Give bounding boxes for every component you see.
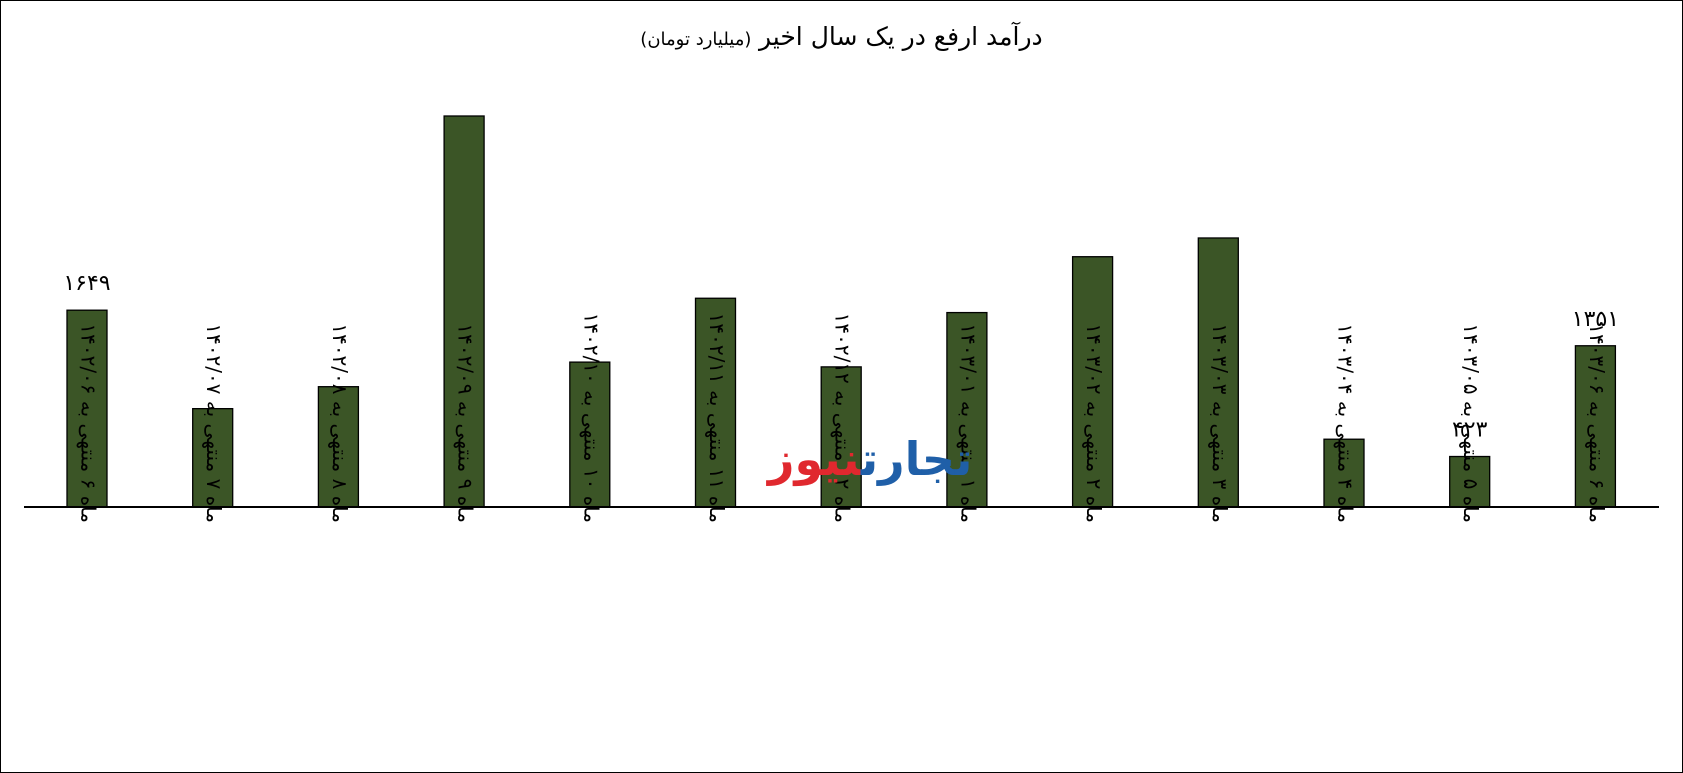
category-label-2: ماه ۷ منتهی به ۱۴۰۲/۰۷ [202,323,226,523]
category-label-1: ماه ۶ منتهی به ۱۴۰۲/۰۶ [77,323,101,523]
bar-12 [1449,455,1491,508]
category-label-12: ماه ۵ منتهی به ۱۴۰۳/۰۵ [1459,323,1483,523]
category-label-7: ماه ۱۲ منتهی به ۱۴۰۲/۱۲ [831,313,855,523]
bar-7 [820,366,862,508]
bar-8 [946,311,988,508]
category-label-6: ماه ۱۱ منتهی به ۱۴۰۲/۱۱ [705,313,729,523]
data-label-1: ۱۶۴۹ [63,271,110,296]
chart-title-block: درآمد ارفع در یک سال اخیر (میلیارد تومان… [0,22,1683,51]
bar-9 [1071,256,1114,508]
chart-title: درآمد ارفع در یک سال اخیر [759,22,1043,51]
category-label-11: ماه ۴ منتهی به ۱۴۰۳/۰۴ [1334,323,1358,523]
bar-11 [1323,438,1365,508]
bar-6 [694,297,737,508]
category-label-13: ماه ۶ منتهی به ۱۴۰۳/۰۶ [1585,323,1609,523]
data-label-12: ۴۲۳ [1452,418,1488,443]
chart-subtitle: (میلیارد تومان) [640,29,752,50]
data-label-13: ۱۳۵۱ [1572,307,1619,332]
watermark-part2: نیوز [768,432,862,486]
category-label-3: ماه ۸ منتهی به ۱۴۰۲/۰۸ [328,323,352,523]
category-label-9: ماه ۲ منتهی به ۱۴۰۳/۰۲ [1082,323,1106,523]
watermark-logo: تجارتنیوز [768,432,973,486]
category-label-10: ماه ۳ منتهی به ۱۴۰۳/۰۳ [1208,323,1232,523]
category-label-5: ماه ۱۰ منتهی به ۱۴۰۲/۱۰ [579,313,603,523]
bar-1 [66,309,108,508]
category-label-4: ماه ۹ منتهی به ۱۴۰۲/۰۹ [454,323,478,523]
watermark-part1: تجارت [860,432,973,486]
category-label-8: ماه ۱ منتهی به ۱۴۰۳/۰۱ [956,323,980,523]
